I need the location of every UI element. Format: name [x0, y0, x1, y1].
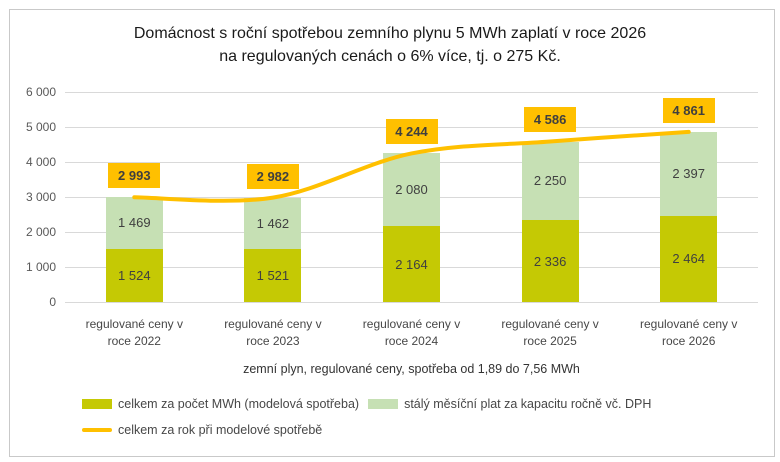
bar-segment-mwh: 2 164	[383, 226, 440, 302]
legend-item: celkem za počet MWh (modelová spotřeba)	[82, 397, 359, 411]
bar-value-label: 1 524	[118, 267, 151, 283]
bar-segment-fixed: 2 080	[383, 153, 440, 227]
legend-bar-swatch	[82, 399, 112, 409]
legend-label: celkem za počet MWh (modelová spotřeba)	[118, 397, 360, 411]
line-value-label: 2 993	[108, 163, 161, 189]
bar-segment-mwh: 1 524	[105, 248, 163, 302]
bar-value-label: 1 462	[256, 215, 290, 231]
gridline	[65, 302, 758, 303]
bar-value-label: 2 464	[672, 251, 705, 267]
legend-item: stálý měsíční plat za kapacitu ročně vč.…	[368, 397, 651, 411]
y-axis-label: 4 000	[25, 155, 56, 169]
line-value-label: 2 982	[246, 163, 299, 189]
gridline	[65, 92, 758, 93]
legend-row-bars: celkem za počet MWh (modelová spotřeba) s…	[82, 397, 651, 411]
bar-value-label: 2 250	[533, 173, 567, 189]
bar-value-label: 1 469	[118, 215, 151, 231]
y-axis-label: 5 000	[25, 120, 56, 134]
bar-segment-mwh: 1 521	[244, 248, 302, 302]
bar-segment-fixed: 2 397	[660, 131, 718, 216]
bar-segment-fixed: 1 462	[244, 197, 302, 249]
line-value-label: 4 861	[662, 97, 715, 123]
trend-line	[132, 129, 691, 203]
bar-value-label: 2 397	[672, 166, 705, 182]
legend-label: celkem za rok při modelové spotřebě	[118, 423, 323, 437]
legend-row-line: celkem za rok při modelové spotřebě	[82, 423, 322, 437]
bar-segment-fixed: 1 469	[105, 197, 163, 249]
bar-value-label: 2 080	[395, 182, 428, 198]
line-value-label: 4 586	[524, 107, 577, 133]
trend-line-svg	[132, 129, 691, 203]
line-value-label: 4 244	[385, 119, 438, 145]
x-axis-label: regulované ceny v roce 2023	[224, 317, 322, 348]
legend-bar-swatch	[368, 399, 399, 409]
x-axis-label: regulované ceny v roce 2026	[639, 317, 738, 348]
legend-line-swatch	[82, 428, 112, 432]
y-axis-label: 2 000	[25, 225, 56, 239]
y-axis-label: 0	[49, 295, 56, 309]
bar-segment-mwh: 2 464	[660, 215, 718, 302]
y-axis-label: 6 000	[25, 85, 56, 99]
bar-segment-mwh: 2 336	[521, 220, 579, 302]
bar-value-label: 2 164	[395, 256, 428, 272]
bar-value-label: 1 521	[256, 267, 290, 283]
legend-label: stálý měsíční plat za kapacitu ročně vč.…	[404, 397, 652, 411]
chart-title: Domácnost s roční spotřebou zemního plyn…	[133, 25, 647, 65]
plot-area: 1 524 1 469 1 521 1 462 2 164 2 080 2 336 2 250…	[65, 92, 758, 303]
bar-segment-fixed: 2 250	[521, 141, 579, 221]
y-axis-label: 1 000	[25, 260, 56, 274]
y-axis-label: 3 000	[25, 190, 56, 204]
x-axis-label: regulované ceny v roce 2024	[362, 317, 461, 348]
x-axis-label: regulované ceny v roce 2022	[85, 317, 183, 348]
x-axis-title: zemní plyn, regulované ceny, spotřeba od…	[243, 362, 580, 376]
legend-item: celkem za rok při modelové spotřebě	[82, 423, 322, 437]
bar-value-label: 2 336	[533, 253, 567, 269]
x-axis-label: regulované ceny v roce 2025	[501, 317, 599, 348]
